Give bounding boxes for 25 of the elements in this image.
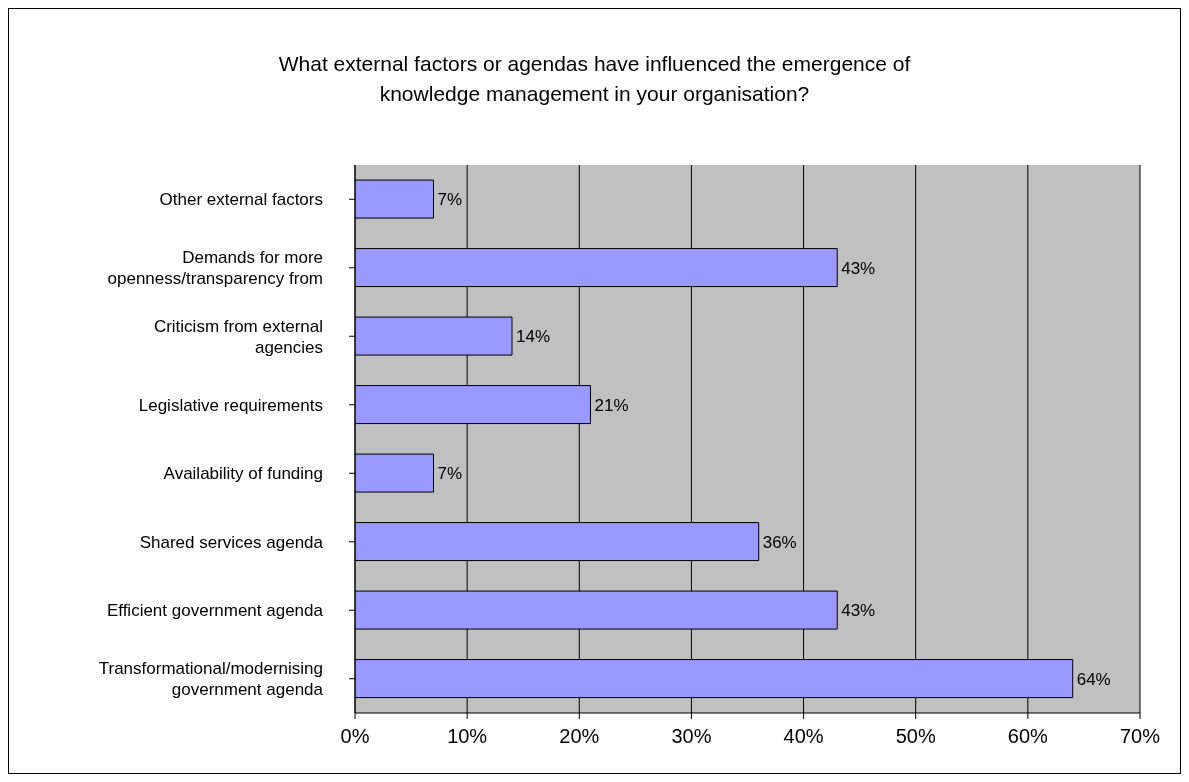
data-label: 64% (1076, 669, 1111, 689)
x-tick-label: 50% (895, 725, 936, 748)
data-label: 7% (437, 464, 463, 484)
y-tick-label: Shared services agenda (139, 532, 324, 552)
data-label: 43% (841, 601, 876, 621)
data-label: 14% (516, 327, 551, 347)
data-label: 43% (841, 258, 876, 278)
data-label: 7% (437, 190, 463, 210)
y-tick-label: Transformational/modernising government agenda (98, 658, 324, 699)
x-tick-label: 40% (783, 725, 824, 748)
x-tick-label: 70% (1119, 725, 1161, 748)
y-tick-label: Other external factors (159, 189, 323, 209)
y-tick-label: Criticism from external agencies (153, 316, 323, 357)
y-tick-label: Availability of funding (163, 463, 323, 483)
data-label: 21% (594, 395, 629, 415)
x-tick-label: 60% (1007, 725, 1049, 748)
x-tick-label: 0% (340, 725, 370, 748)
chart-title: What external factors or agendas have influenced the emergence of knowledge management in your organisation? (277, 51, 912, 107)
y-tick-label: Demands for more openness/transparency from (107, 247, 323, 288)
x-tick-label: 20% (559, 725, 600, 748)
x-tick-label: 10% (447, 725, 488, 748)
x-tick-label: 30% (671, 725, 712, 748)
data-label: 36% (762, 532, 797, 552)
y-tick-label: Efficient government agenda (106, 600, 324, 620)
y-tick-label: Legislative requirements (138, 395, 323, 415)
